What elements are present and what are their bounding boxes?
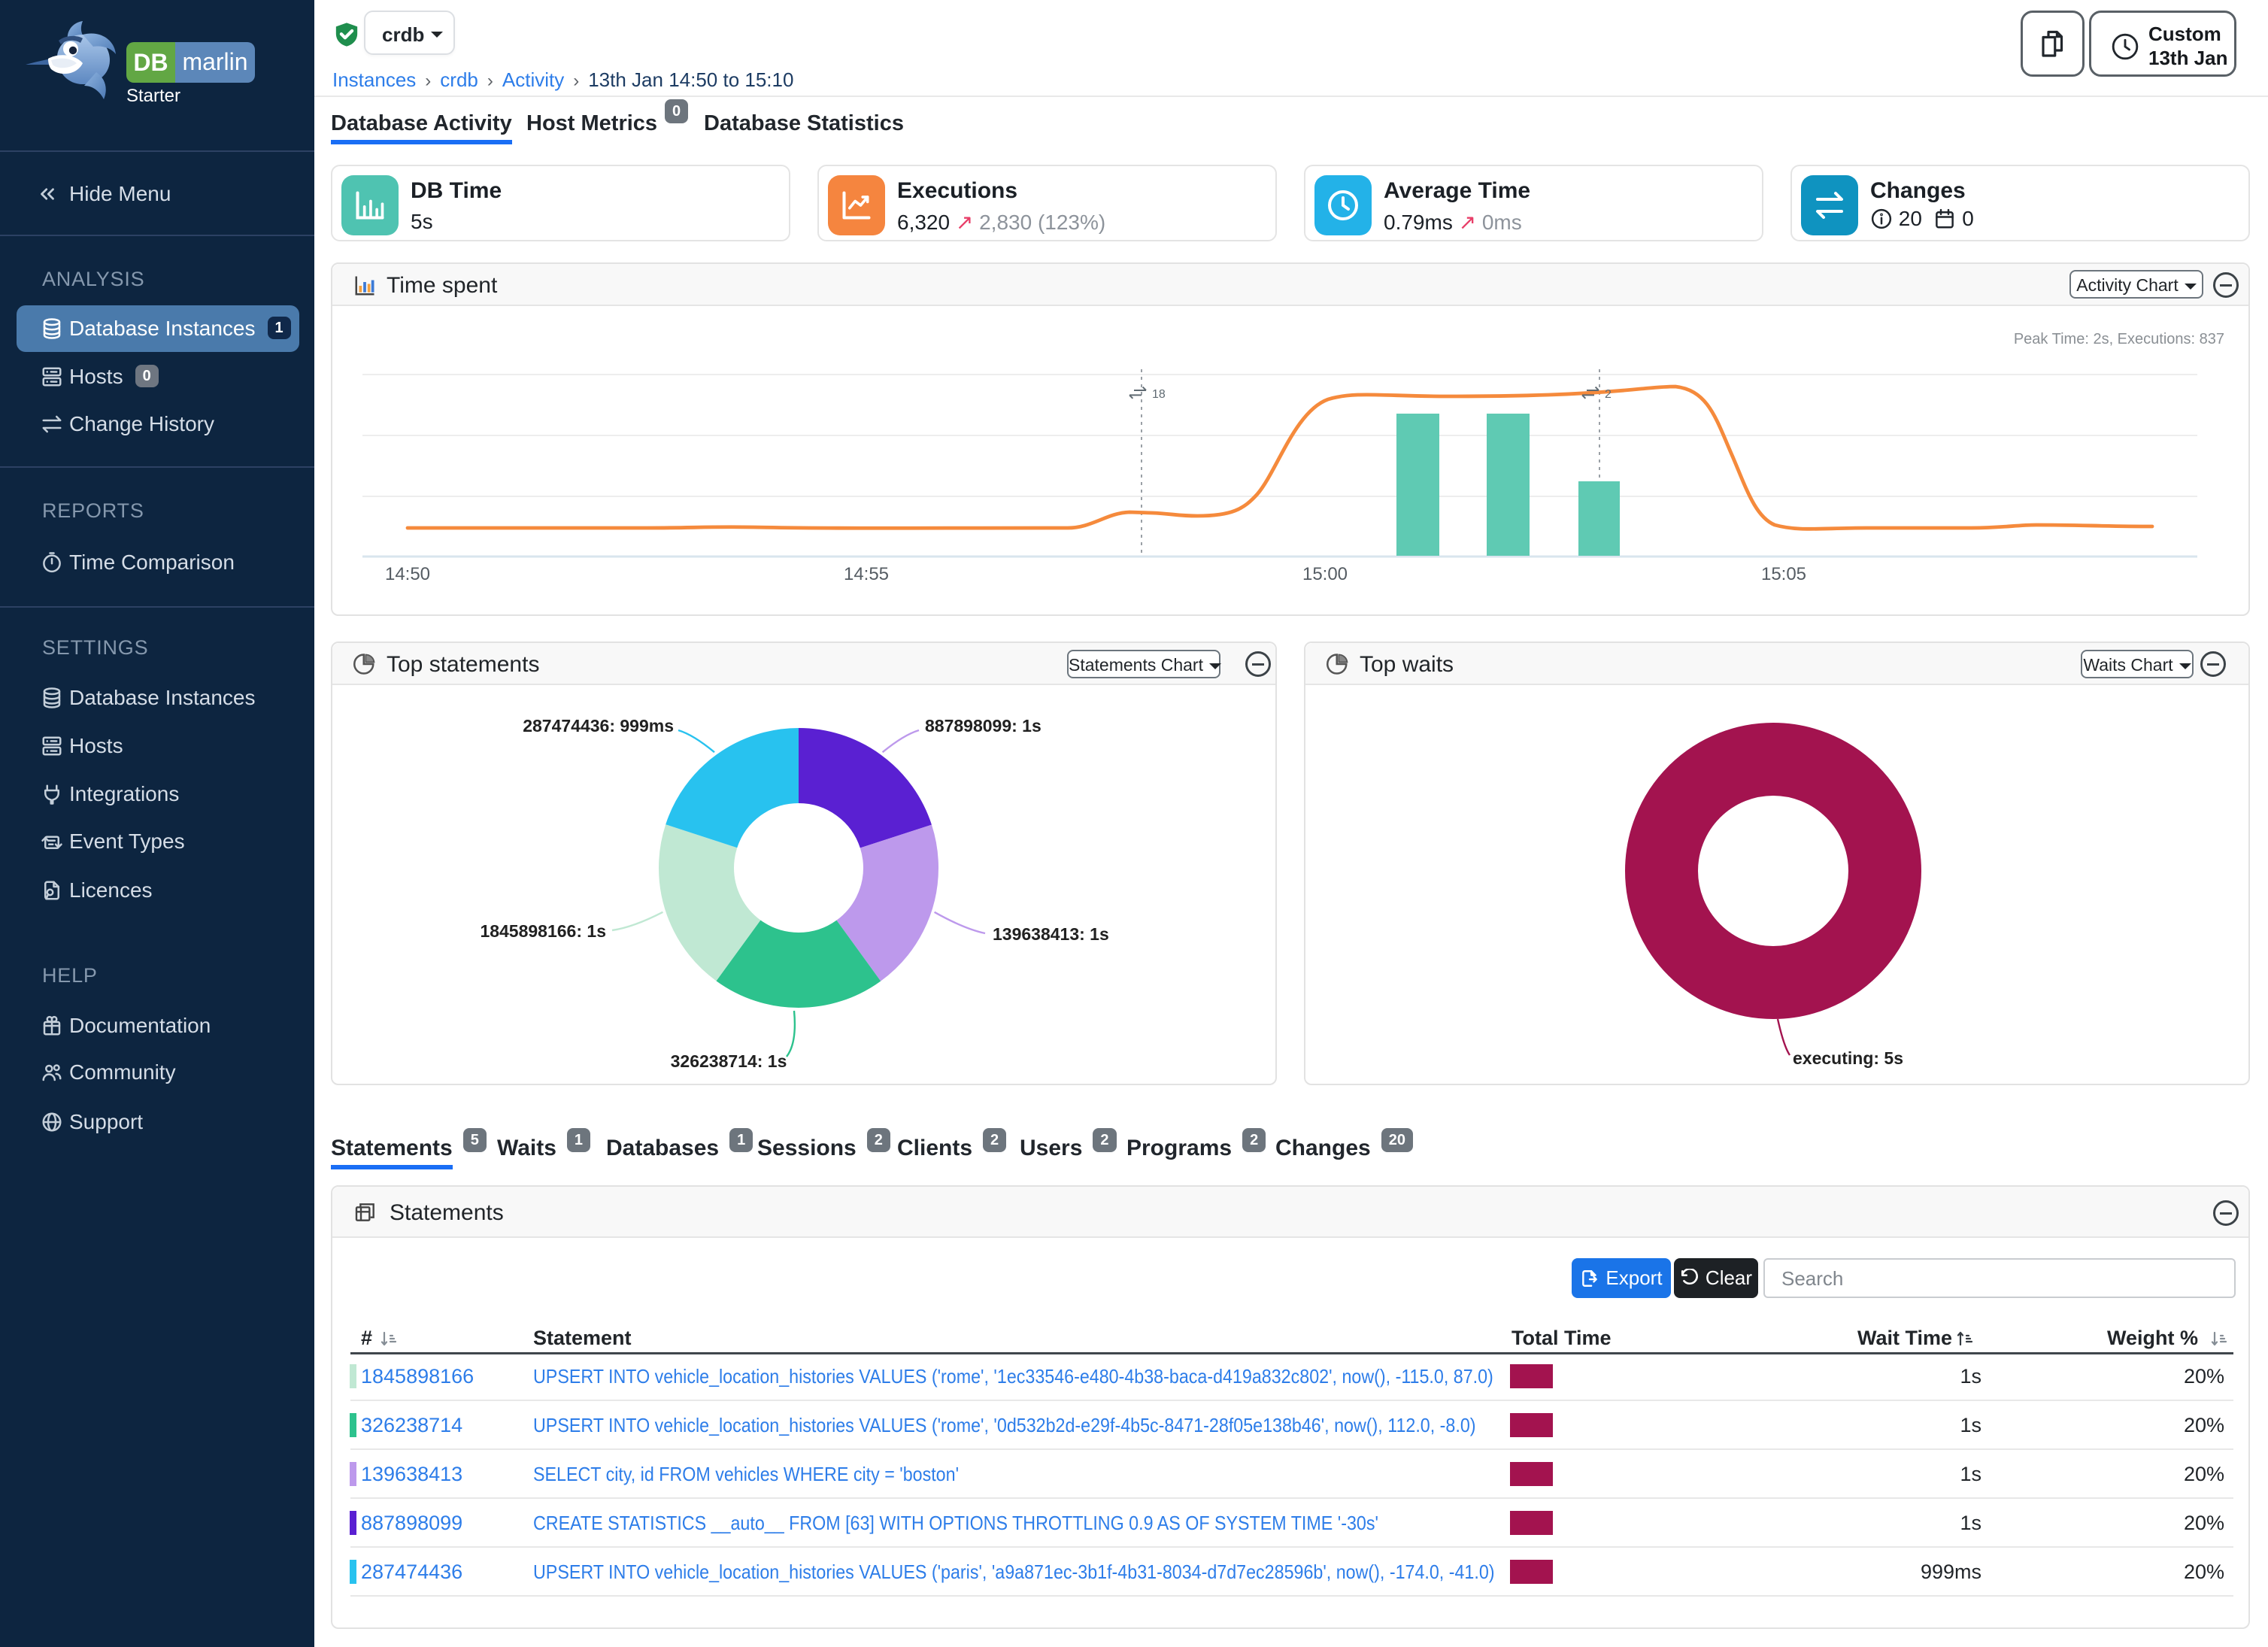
svg-text:287474436: 999ms: 287474436: 999ms bbox=[523, 716, 674, 736]
svg-text:15:05: 15:05 bbox=[1761, 564, 1806, 584]
svg-text:15:00: 15:00 bbox=[1302, 564, 1348, 584]
svg-text:18: 18 bbox=[1152, 388, 1166, 401]
svg-text:2: 2 bbox=[1605, 388, 1612, 401]
svg-text:1845898166: 1s: 1845898166: 1s bbox=[480, 921, 606, 941]
svg-text:Peak Time: 2s, Executions: 837: Peak Time: 2s, Executions: 837 bbox=[2014, 331, 2224, 347]
svg-text:executing: 5s: executing: 5s bbox=[1793, 1048, 1903, 1068]
svg-text:14:50: 14:50 bbox=[385, 564, 430, 584]
svg-text:139638413: 1s: 139638413: 1s bbox=[993, 924, 1109, 944]
svg-text:14:55: 14:55 bbox=[844, 564, 889, 584]
svg-text:887898099: 1s: 887898099: 1s bbox=[925, 716, 1042, 736]
svg-text:326238714: 1s: 326238714: 1s bbox=[671, 1051, 787, 1071]
